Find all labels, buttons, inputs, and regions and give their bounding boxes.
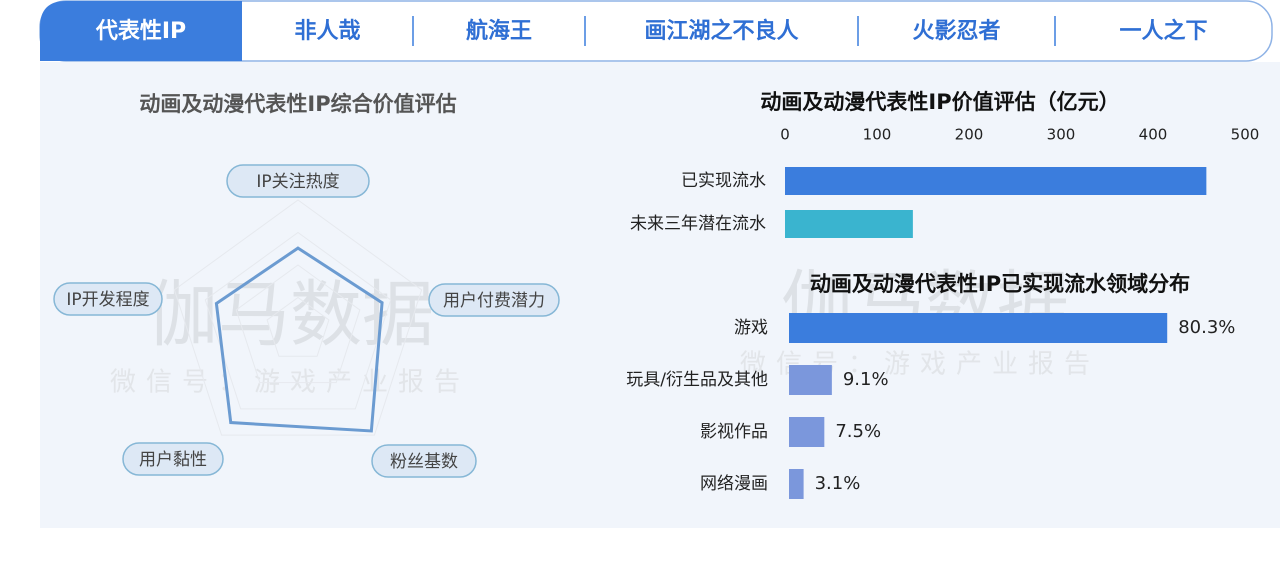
axis-label-box [122,442,224,476]
y-tick-label: 未来三年潜在流水 [630,214,766,234]
active-tab[interactable] [40,1,242,61]
tab-label[interactable]: 一人之下 [1119,18,1207,44]
bar [789,417,825,447]
axis-label: 粉丝基数 [390,452,458,472]
radar-area [214,246,384,433]
tab-label[interactable]: 火影忍者 [912,19,1000,44]
bar [785,167,1207,195]
axis-label-box [428,283,560,317]
tab-label[interactable]: 代表性IP [95,19,186,44]
axis-label: 用户付费潜力 [443,291,545,311]
data-label: 80.3% [1178,317,1235,338]
tab-label[interactable]: 画江湖之不良人 [644,18,798,44]
y-tick-label: 网络漫画 [700,474,768,494]
x-tick-label: 100 [863,126,892,144]
x-tick-label: 400 [1139,126,1168,144]
tab-label[interactable]: 航海王 [466,18,532,44]
bar [789,313,1168,343]
grid-ring [235,264,361,384]
axis-label: 用户黏性 [139,450,207,470]
data-label: 9.1% [843,369,889,390]
grid-ring [204,231,392,410]
axis-label: IP开发程度 [66,290,149,310]
x-tick-label: 200 [955,126,984,144]
panel [40,62,1280,528]
x-tick-label: 300 [1047,126,1076,144]
axis-label: IP关注热度 [256,172,339,192]
bar [789,365,832,395]
grid-ring [173,199,423,436]
y-tick-label: 已实现流水 [681,171,766,191]
axis-label-box [371,444,477,478]
chart-title: 动画及动漫代表性IP价值评估（亿元） [760,90,1119,114]
axis-label-box [226,164,370,198]
watermark: 伽马数据 [146,273,434,357]
y-tick-label: 玩具/衍生品及其他 [626,370,768,390]
x-tick-label: 0 [780,126,790,144]
chart-title: 动画及动漫代表性IP已实现流水领域分布 [810,272,1190,296]
x-tick-label: 500 [1231,126,1260,144]
data-label: 3.1% [815,473,861,494]
chart-title: 动画及动漫代表性IP综合价值评估 [139,92,456,116]
data-label: 7.5% [835,421,881,442]
tab-label[interactable]: 非人哉 [294,18,360,44]
grid-ring [266,296,330,357]
bar [789,469,804,499]
y-tick-label: 影视作品 [700,422,768,442]
y-tick-label: 游戏 [734,318,768,338]
axis-label-box [53,282,163,316]
bar [785,210,913,238]
